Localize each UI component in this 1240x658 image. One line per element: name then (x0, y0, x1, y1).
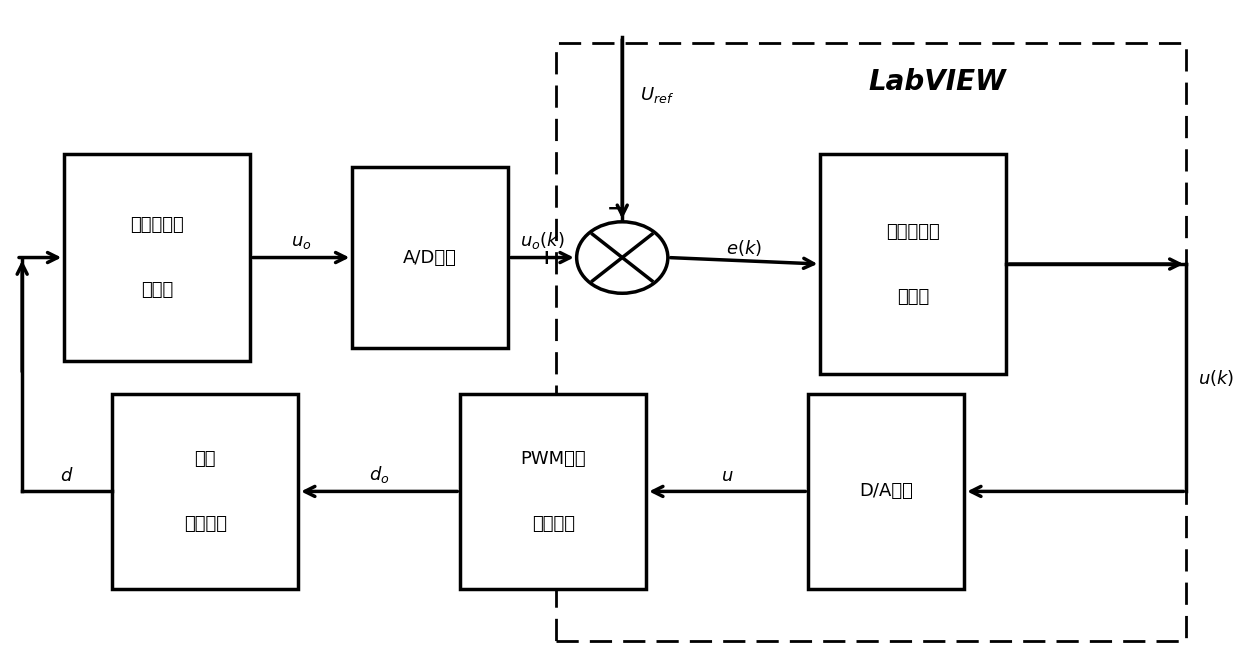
Text: $u$: $u$ (720, 467, 734, 485)
Text: 主电路: 主电路 (141, 281, 174, 299)
Text: LabVIEW: LabVIEW (868, 68, 1006, 96)
Text: 电路模块: 电路模块 (184, 515, 227, 533)
Bar (460, 394, 646, 589)
Bar (112, 394, 298, 589)
Text: $e(k)$: $e(k)$ (727, 238, 763, 257)
Text: $u_o(k)$: $u_o(k)$ (521, 230, 564, 251)
Text: 驱动: 驱动 (195, 450, 216, 468)
Bar (352, 166, 508, 349)
Bar (821, 153, 1007, 374)
Text: PWM信号: PWM信号 (521, 450, 587, 468)
Text: 控制器: 控制器 (898, 288, 930, 305)
Text: A/D模块: A/D模块 (403, 249, 458, 266)
Bar (64, 153, 250, 361)
Text: $u(k)$: $u(k)$ (1198, 368, 1235, 388)
Ellipse shape (577, 222, 668, 293)
Text: −: − (606, 199, 624, 218)
Text: D/A模块: D/A模块 (859, 482, 913, 501)
Text: $d_o$: $d_o$ (370, 464, 389, 485)
Text: 无抗振滑模: 无抗振滑模 (887, 222, 940, 241)
Bar (808, 394, 965, 589)
Bar (557, 43, 1187, 641)
Text: 降压变换器: 降压变换器 (130, 216, 184, 234)
Text: 产生模块: 产生模块 (532, 515, 575, 533)
Text: $u_o$: $u_o$ (291, 233, 311, 251)
Text: $d$: $d$ (61, 467, 74, 485)
Text: $U_{ref}$: $U_{ref}$ (640, 85, 675, 105)
Text: +: + (537, 247, 556, 268)
